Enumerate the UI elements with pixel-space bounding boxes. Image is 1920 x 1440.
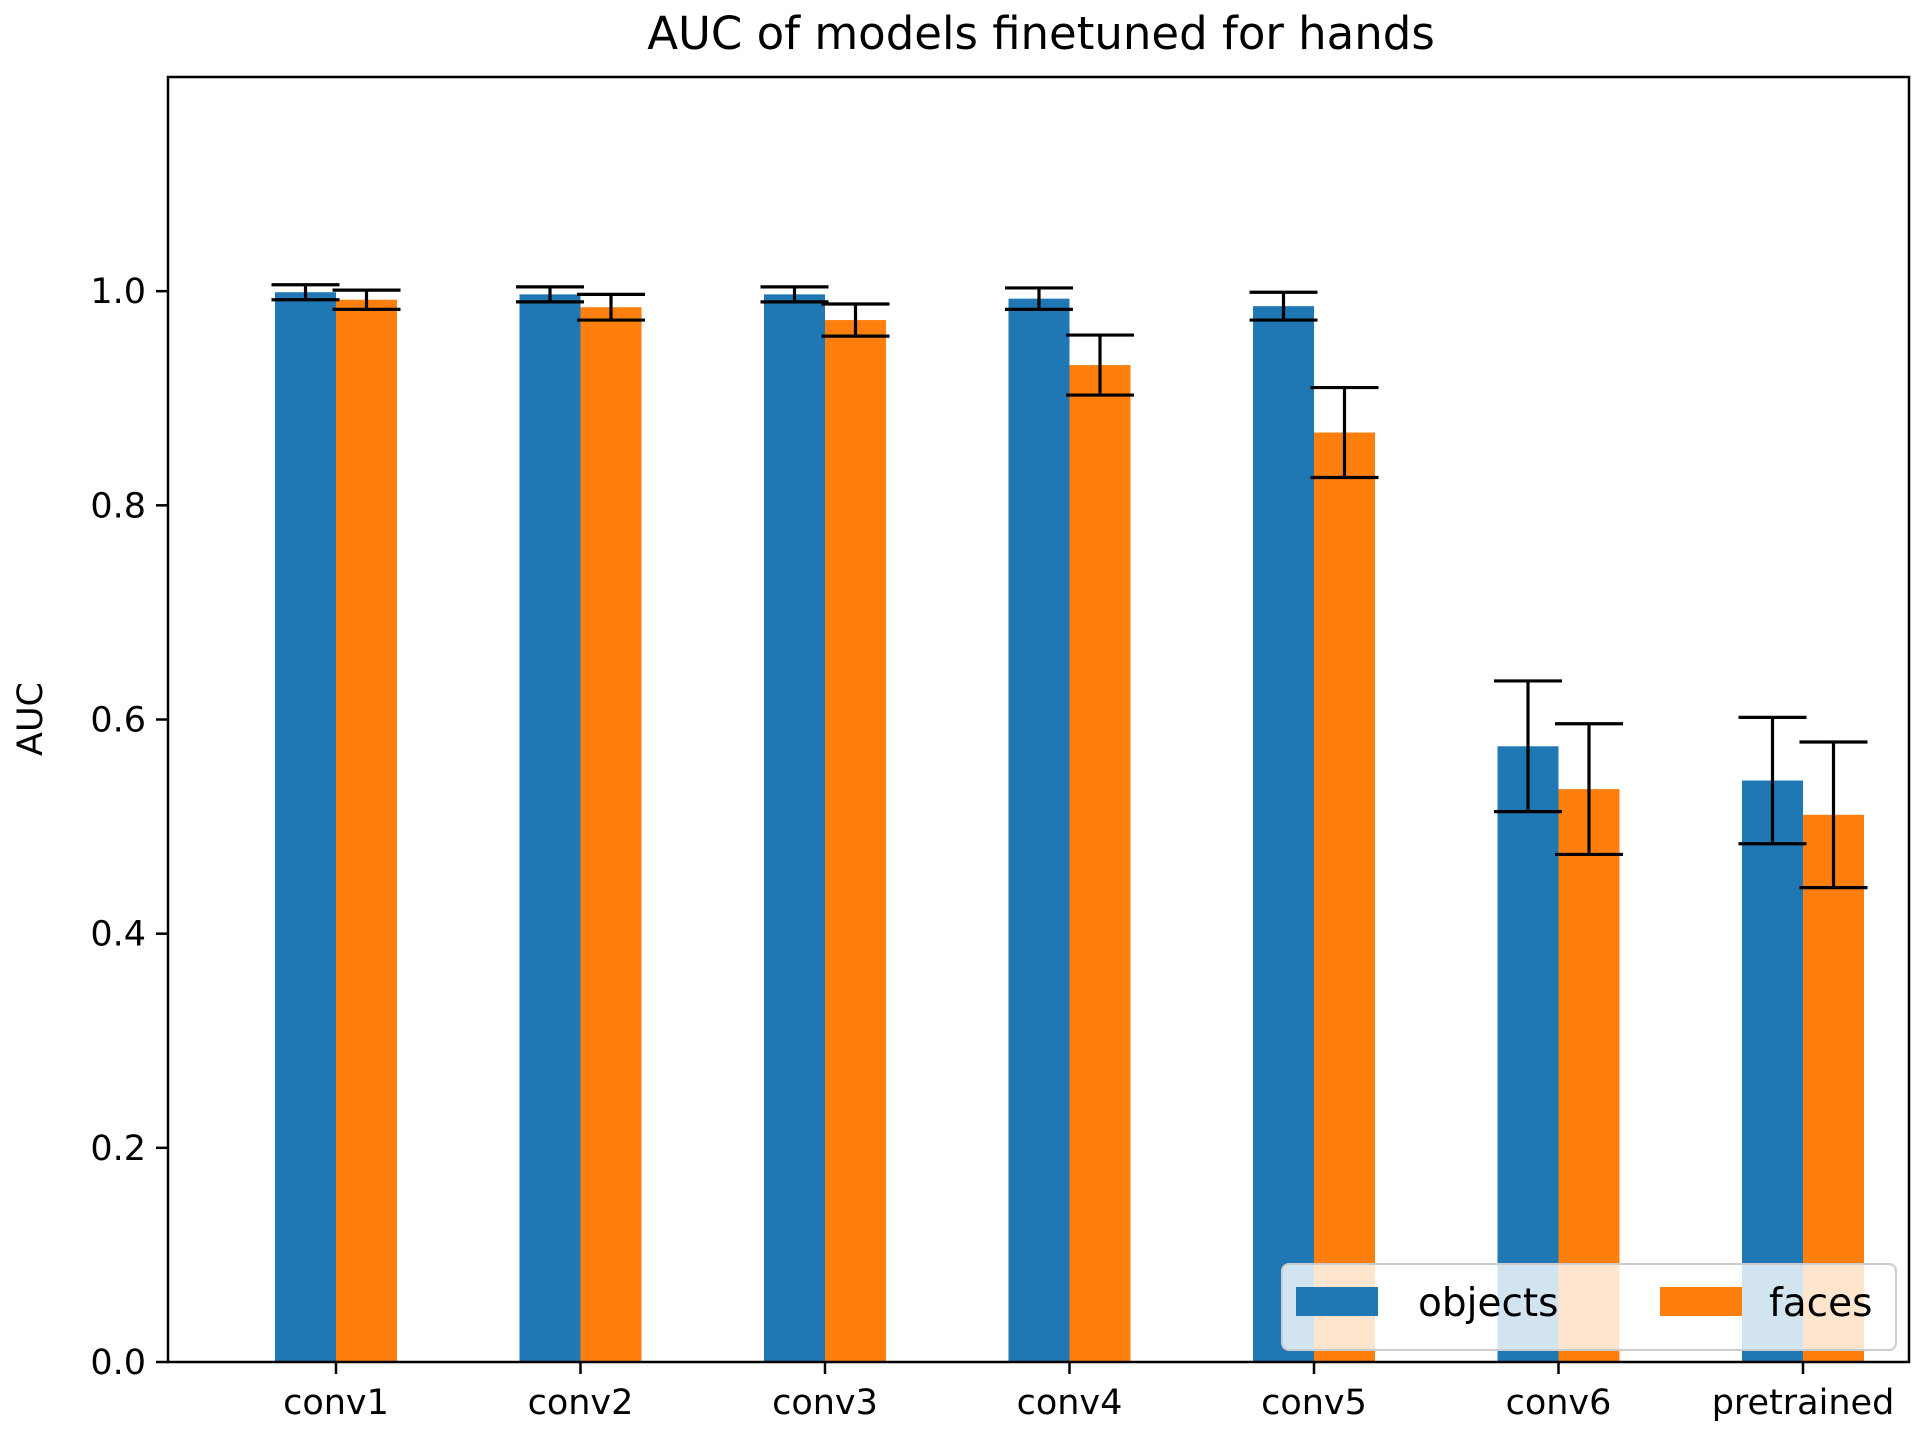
error-bar-faces-conv4: [1066, 333, 1134, 397]
bar-faces-conv2: [580, 307, 642, 1363]
x-tick-label: conv3: [772, 1383, 878, 1423]
y-tick-label: 0.8: [90, 486, 146, 526]
error-bar-faces-conv2: [577, 292, 645, 322]
x-tick-label: conv6: [1506, 1383, 1612, 1423]
y-axis: 0.0 0.2 0.4 0.6 0.8 1.0: [90, 272, 168, 1383]
error-bars-layer: [271, 283, 1868, 890]
legend-label-objects: objects: [1418, 1281, 1559, 1326]
y-tick-label: 0.0: [90, 1343, 146, 1383]
y-axis-label: AUC: [11, 682, 51, 756]
error-bar-faces-pretrained: [1799, 740, 1868, 890]
legend-box: [1281, 1263, 1897, 1351]
error-bar-objects-pretrained: [1738, 715, 1807, 846]
legend: objects faces: [1281, 1263, 1897, 1351]
bar-objects-conv6: [1497, 746, 1559, 1362]
error-bar-objects-conv5: [1249, 290, 1318, 322]
legend-label-faces: faces: [1769, 1281, 1872, 1326]
y-tick-label: 0.6: [90, 701, 146, 741]
error-bar-objects-conv4: [1005, 286, 1073, 311]
error-bar-objects-conv1: [271, 283, 340, 302]
bar-objects-conv3: [764, 294, 825, 1363]
legend-swatch-objects: [1296, 1287, 1378, 1316]
y-tick-label: 0.2: [90, 1129, 146, 1169]
chart-title: AUC of models finetuned for hands: [647, 7, 1435, 60]
x-tick-label: conv1: [283, 1383, 389, 1423]
error-bar-faces-conv5: [1310, 385, 1379, 480]
error-bar-objects-conv3: [760, 285, 829, 304]
error-bar-faces-conv3: [821, 302, 890, 338]
error-bar-objects-conv2: [516, 285, 584, 304]
bar-objects-conv5: [1253, 306, 1314, 1362]
y-tick-label: 1.0: [90, 272, 146, 312]
x-tick-label: conv4: [1017, 1383, 1123, 1423]
bar-faces-conv5: [1314, 432, 1375, 1362]
error-bar-faces-conv1: [332, 288, 401, 311]
bar-faces-conv4: [1069, 365, 1131, 1362]
bar-objects-conv2: [519, 294, 581, 1363]
x-tick-label: conv2: [528, 1383, 634, 1423]
bar-faces-conv1: [336, 299, 397, 1362]
error-bar-objects-conv6: [1494, 679, 1562, 814]
bars-layer: [275, 292, 1864, 1363]
bar-faces-conv3: [825, 320, 886, 1363]
x-tick-label: pretrained: [1712, 1383, 1895, 1423]
bar-objects-conv1: [275, 292, 336, 1362]
bar-objects-conv4: [1008, 298, 1070, 1363]
x-tick-label: conv5: [1261, 1383, 1367, 1423]
legend-swatch-faces: [1660, 1287, 1742, 1316]
error-bar-faces-conv6: [1555, 722, 1623, 857]
y-tick-label: 0.4: [90, 915, 146, 955]
x-axis: conv1 conv2 conv3 conv4 conv5 conv6 pretrained: [283, 1362, 1894, 1423]
